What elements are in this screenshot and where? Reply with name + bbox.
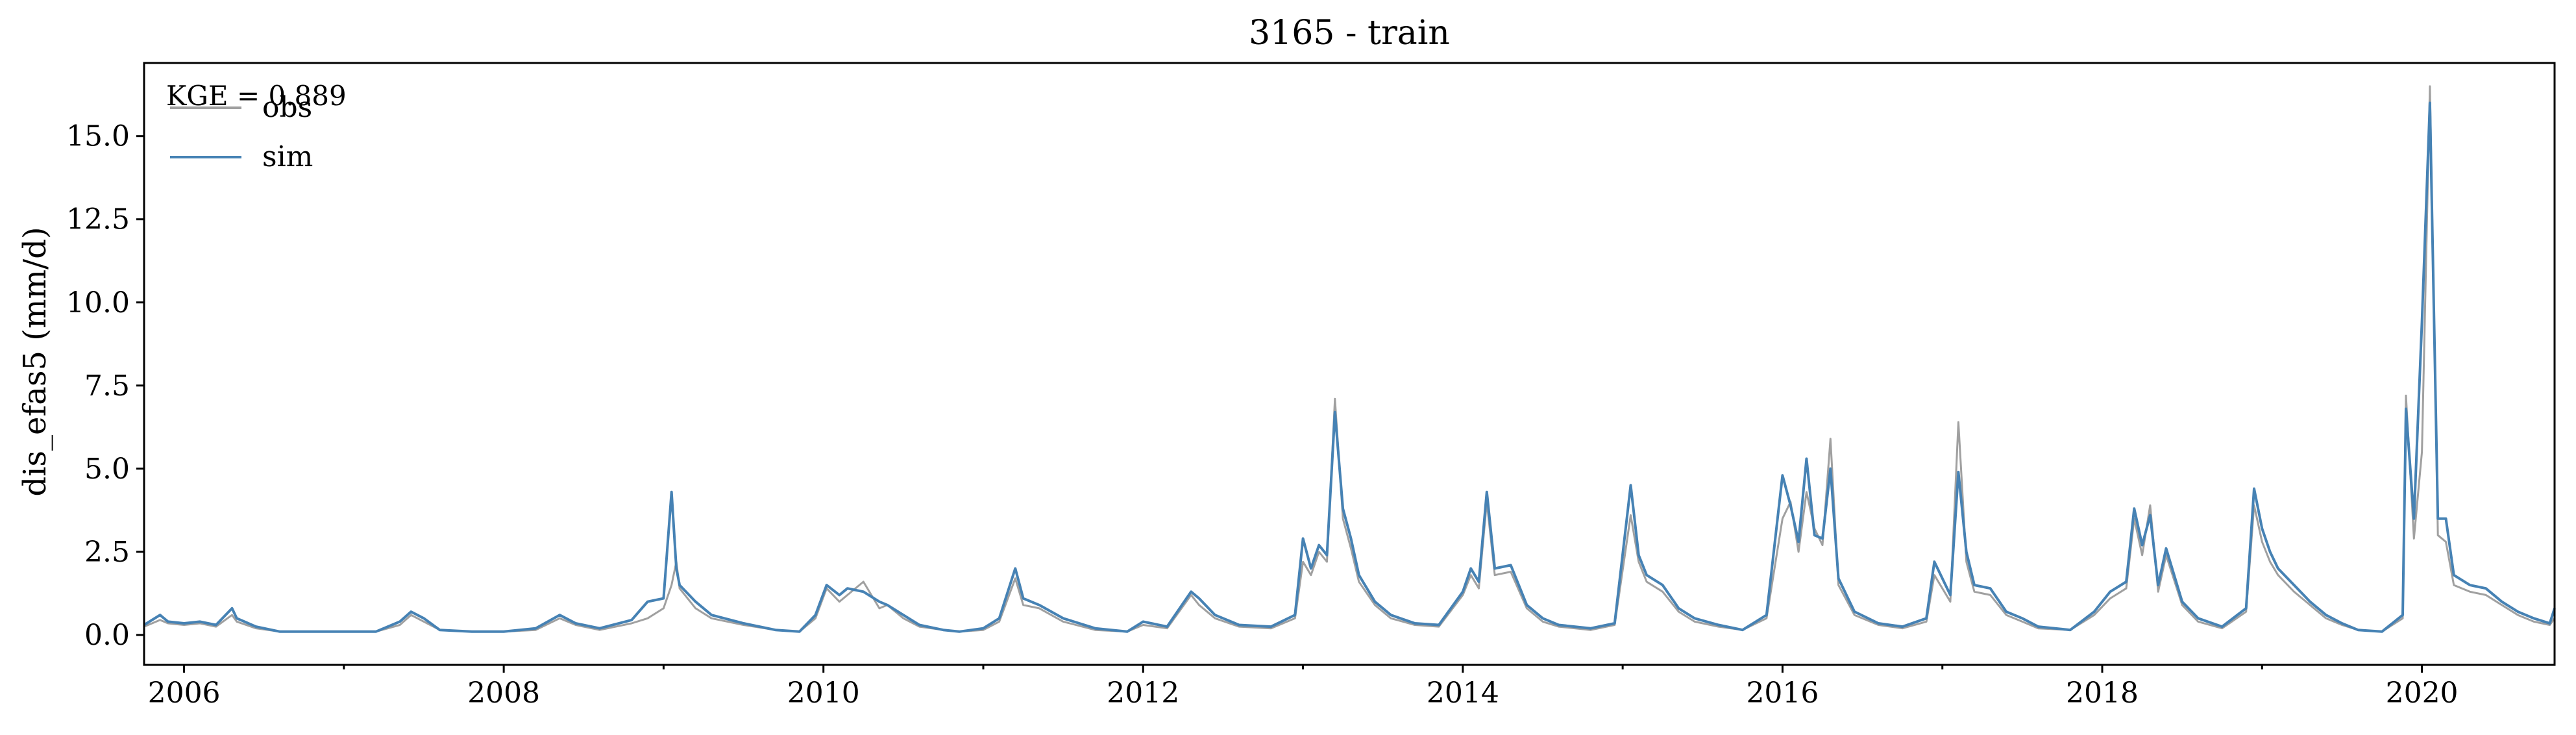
- y-tick-label: 15.0: [66, 120, 130, 153]
- x-tick-label: 2008: [467, 677, 540, 710]
- plot-frame: [143, 62, 2556, 666]
- legend-obs-label: obs: [262, 91, 312, 124]
- x-tick-label: 2018: [2066, 677, 2139, 710]
- legend-sim-label: sim: [262, 140, 313, 173]
- y-axis: 0.0 2.5 5.0 7.5 10.0 12.5 15.0: [66, 120, 144, 652]
- series-line-sim: [143, 101, 2556, 633]
- kge-annotation: KGE = 0.889: [166, 80, 347, 112]
- x-tick-label: 2012: [1107, 677, 1179, 710]
- x-tick-label: 2006: [148, 677, 221, 710]
- x-tick-label: 2010: [787, 677, 860, 710]
- x-tick-label: 2016: [1746, 677, 1819, 710]
- x-axis: 2006 2008 2010 2012 2014 2016 2018 2020: [148, 665, 2459, 710]
- series-line-obs: [143, 85, 2556, 633]
- legend: obs sim: [170, 91, 313, 173]
- chart-title: 3165 - train: [1249, 14, 1450, 53]
- y-tick-label: 12.5: [66, 203, 130, 236]
- series-layer: [143, 85, 2556, 633]
- plot-area: [143, 62, 2556, 666]
- y-tick-label: 0.0: [84, 619, 130, 652]
- y-tick-label: 2.5: [84, 536, 130, 569]
- y-axis-label: dis_efas5 (mm/d): [17, 227, 53, 496]
- y-tick-label: 7.5: [84, 369, 130, 403]
- y-tick-label: 10.0: [66, 286, 130, 319]
- y-tick-label: 5.0: [84, 453, 130, 486]
- x-tick-label: 2014: [1427, 677, 1499, 710]
- x-tick-label: 2020: [2386, 677, 2459, 710]
